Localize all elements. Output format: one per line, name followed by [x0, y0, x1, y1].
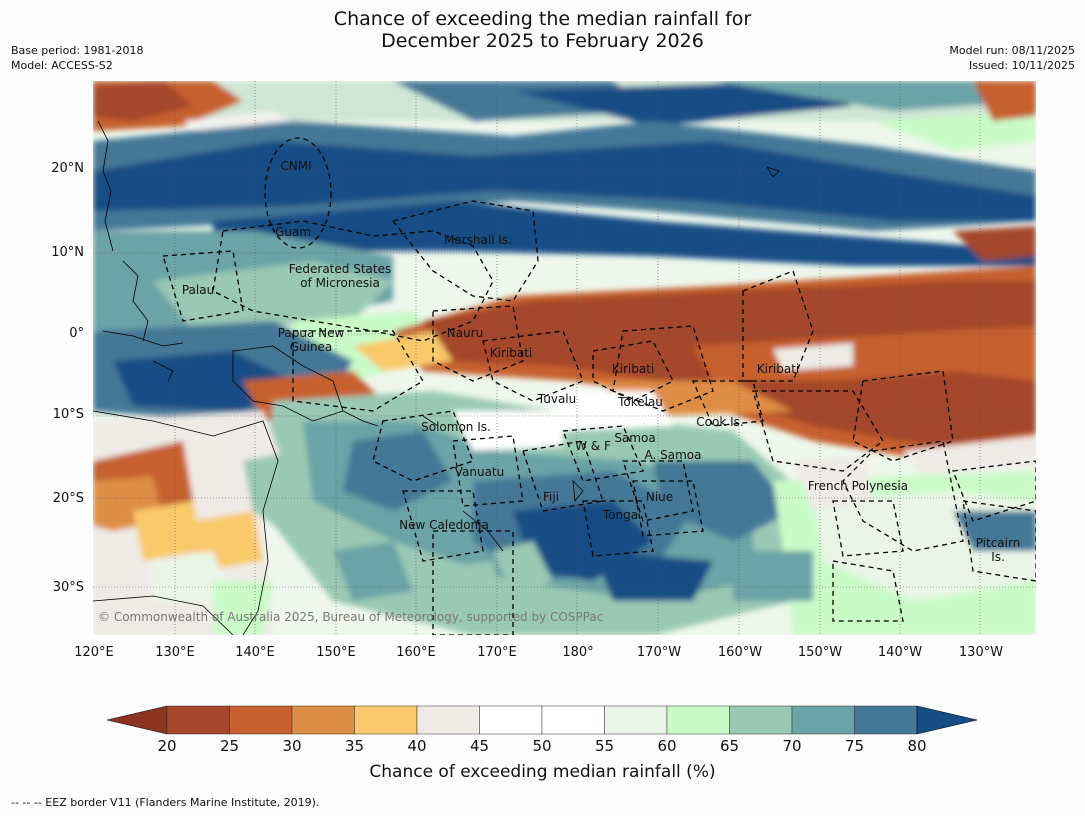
colorbar-tick-label: 65 — [719, 737, 740, 755]
label-png: Papua New Guinea — [277, 326, 345, 354]
lon-label-150w: 150°W — [797, 645, 843, 660]
colorbar-box — [479, 705, 543, 735]
lat-label-20s: 20°S — [52, 491, 84, 506]
colorbar-box — [791, 705, 855, 735]
lat-label-0: 0° — [69, 326, 84, 341]
label-new-caledonia: New Caledonia — [399, 518, 489, 532]
label-tonga: Tonga — [602, 508, 639, 522]
label-palau: Palau — [181, 283, 215, 297]
model-run-text: Model run: 08/11/2025 — [949, 44, 1075, 57]
label-marshall-islands: Marshall Is. — [444, 233, 512, 247]
rainfall-map: CNMI Guam Marshall Is. Federated States … — [93, 81, 1036, 635]
colorbar-boxes — [166, 705, 918, 735]
colorbar-tick-label: 45 — [469, 737, 490, 755]
colorbar-box — [729, 705, 793, 735]
label-american-samoa: A. Samoa — [644, 448, 702, 462]
lon-label-150e: 150°E — [316, 645, 356, 660]
lon-label-170e: 170°E — [477, 645, 517, 660]
colorbar-tick-label: 80 — [907, 737, 927, 755]
lon-label-160e: 160°E — [396, 645, 436, 660]
label-wallis-futuna: W & F — [575, 439, 611, 453]
lat-label-30s: 30°S — [52, 580, 84, 595]
copyright-text: © Commonwealth of Australia 2025, Bureau… — [98, 610, 604, 624]
label-samoa: Samoa — [614, 431, 656, 445]
colorbar-box — [666, 705, 730, 735]
colorbar-box — [229, 705, 293, 735]
label-tuvalu: Tuvalu — [537, 392, 577, 406]
label-nauru: Nauru — [446, 326, 484, 340]
colorbar-box — [604, 705, 668, 735]
lon-label-130e: 130°E — [155, 645, 195, 660]
lon-label-120e: 120°E — [74, 645, 114, 660]
colorbar-tick-label: 60 — [657, 737, 677, 755]
colorbar-tick-label: 20 — [157, 737, 177, 755]
colorbar-tick-label: 35 — [344, 737, 365, 755]
label-cnmi: CNMI — [280, 159, 312, 173]
label-tokelau: Tokelau — [618, 395, 663, 409]
eez-footnote: -- -- -- EEZ border V11 (Flanders Marine… — [11, 796, 320, 809]
label-niue: Niue — [645, 490, 674, 504]
colorbar-tick-label: 50 — [532, 737, 552, 755]
meta-left: Base period: 1981-2018 Model: ACCESS-S2 — [11, 43, 143, 73]
model-text: Model: ACCESS-S2 — [11, 59, 113, 72]
lat-label-10s: 10°S — [52, 407, 84, 422]
colorbar-box — [541, 705, 605, 735]
map-title: Chance of exceeding the median rainfall … — [0, 8, 1085, 52]
label-solomon-islands: Solomon Is. — [421, 420, 491, 434]
colorbar-over-arrow — [916, 705, 978, 735]
colorbar-label: Chance of exceeding median rainfall (%) — [369, 762, 716, 782]
colorbar-tick-label: 30 — [282, 737, 302, 755]
lon-label-140w: 140°W — [877, 645, 923, 660]
label-fiji: Fiji — [542, 490, 560, 504]
colorbar-tick-label: 55 — [594, 737, 615, 755]
label-french-polynesia: French Polynesia — [807, 479, 909, 493]
colorbar-box — [854, 705, 918, 735]
lon-label-180: 180° — [562, 645, 594, 660]
issued-text: Issued: 10/11/2025 — [968, 59, 1075, 72]
meta-right: Model run: 08/11/2025 Issued: 10/11/2025 — [949, 43, 1075, 73]
title-line-1: Chance of exceeding the median rainfall … — [333, 8, 752, 30]
colorbar-box — [416, 705, 480, 735]
lon-label-160w: 160°W — [717, 645, 763, 660]
label-kiribati-west: Kiribati — [489, 346, 533, 360]
label-vanuatu: Vanuatu — [454, 465, 505, 479]
lat-label-20n: 20°N — [51, 161, 84, 176]
label-cook-islands: Cook Is. — [696, 415, 744, 429]
lat-label-10n: 10°N — [51, 245, 84, 260]
colorbar-tick-label: 75 — [844, 737, 865, 755]
eez-borders — [162, 137, 1036, 635]
title-line-2: December 2025 to February 2026 — [381, 30, 704, 52]
label-guam: Guam — [275, 225, 311, 239]
colorbar-box — [354, 705, 418, 735]
colorbar-tick-label: 40 — [407, 737, 427, 755]
colorbar-box — [291, 705, 355, 735]
colorbar-tick-label: 70 — [782, 737, 802, 755]
label-micronesia: Federated States of Micronesia — [288, 262, 392, 290]
rainfall-field — [93, 81, 1036, 635]
label-kiribati-east: Kiribati — [756, 362, 800, 376]
label-pitcairn: Pitcairn Is. — [975, 536, 1021, 564]
colorbar-under-arrow — [106, 705, 168, 735]
graticule — [93, 81, 1036, 635]
lon-label-130w: 130°W — [958, 645, 1004, 660]
label-kiribati-central: Kiribati — [611, 362, 655, 376]
lon-label-140e: 140°E — [235, 645, 275, 660]
lon-label-170w: 170°W — [636, 645, 682, 660]
colorbar-tick-label: 25 — [219, 737, 240, 755]
colorbar — [106, 705, 978, 735]
coastlines — [93, 120, 780, 635]
base-period-text: Base period: 1981-2018 — [11, 44, 144, 57]
colorbar-box — [166, 705, 230, 735]
